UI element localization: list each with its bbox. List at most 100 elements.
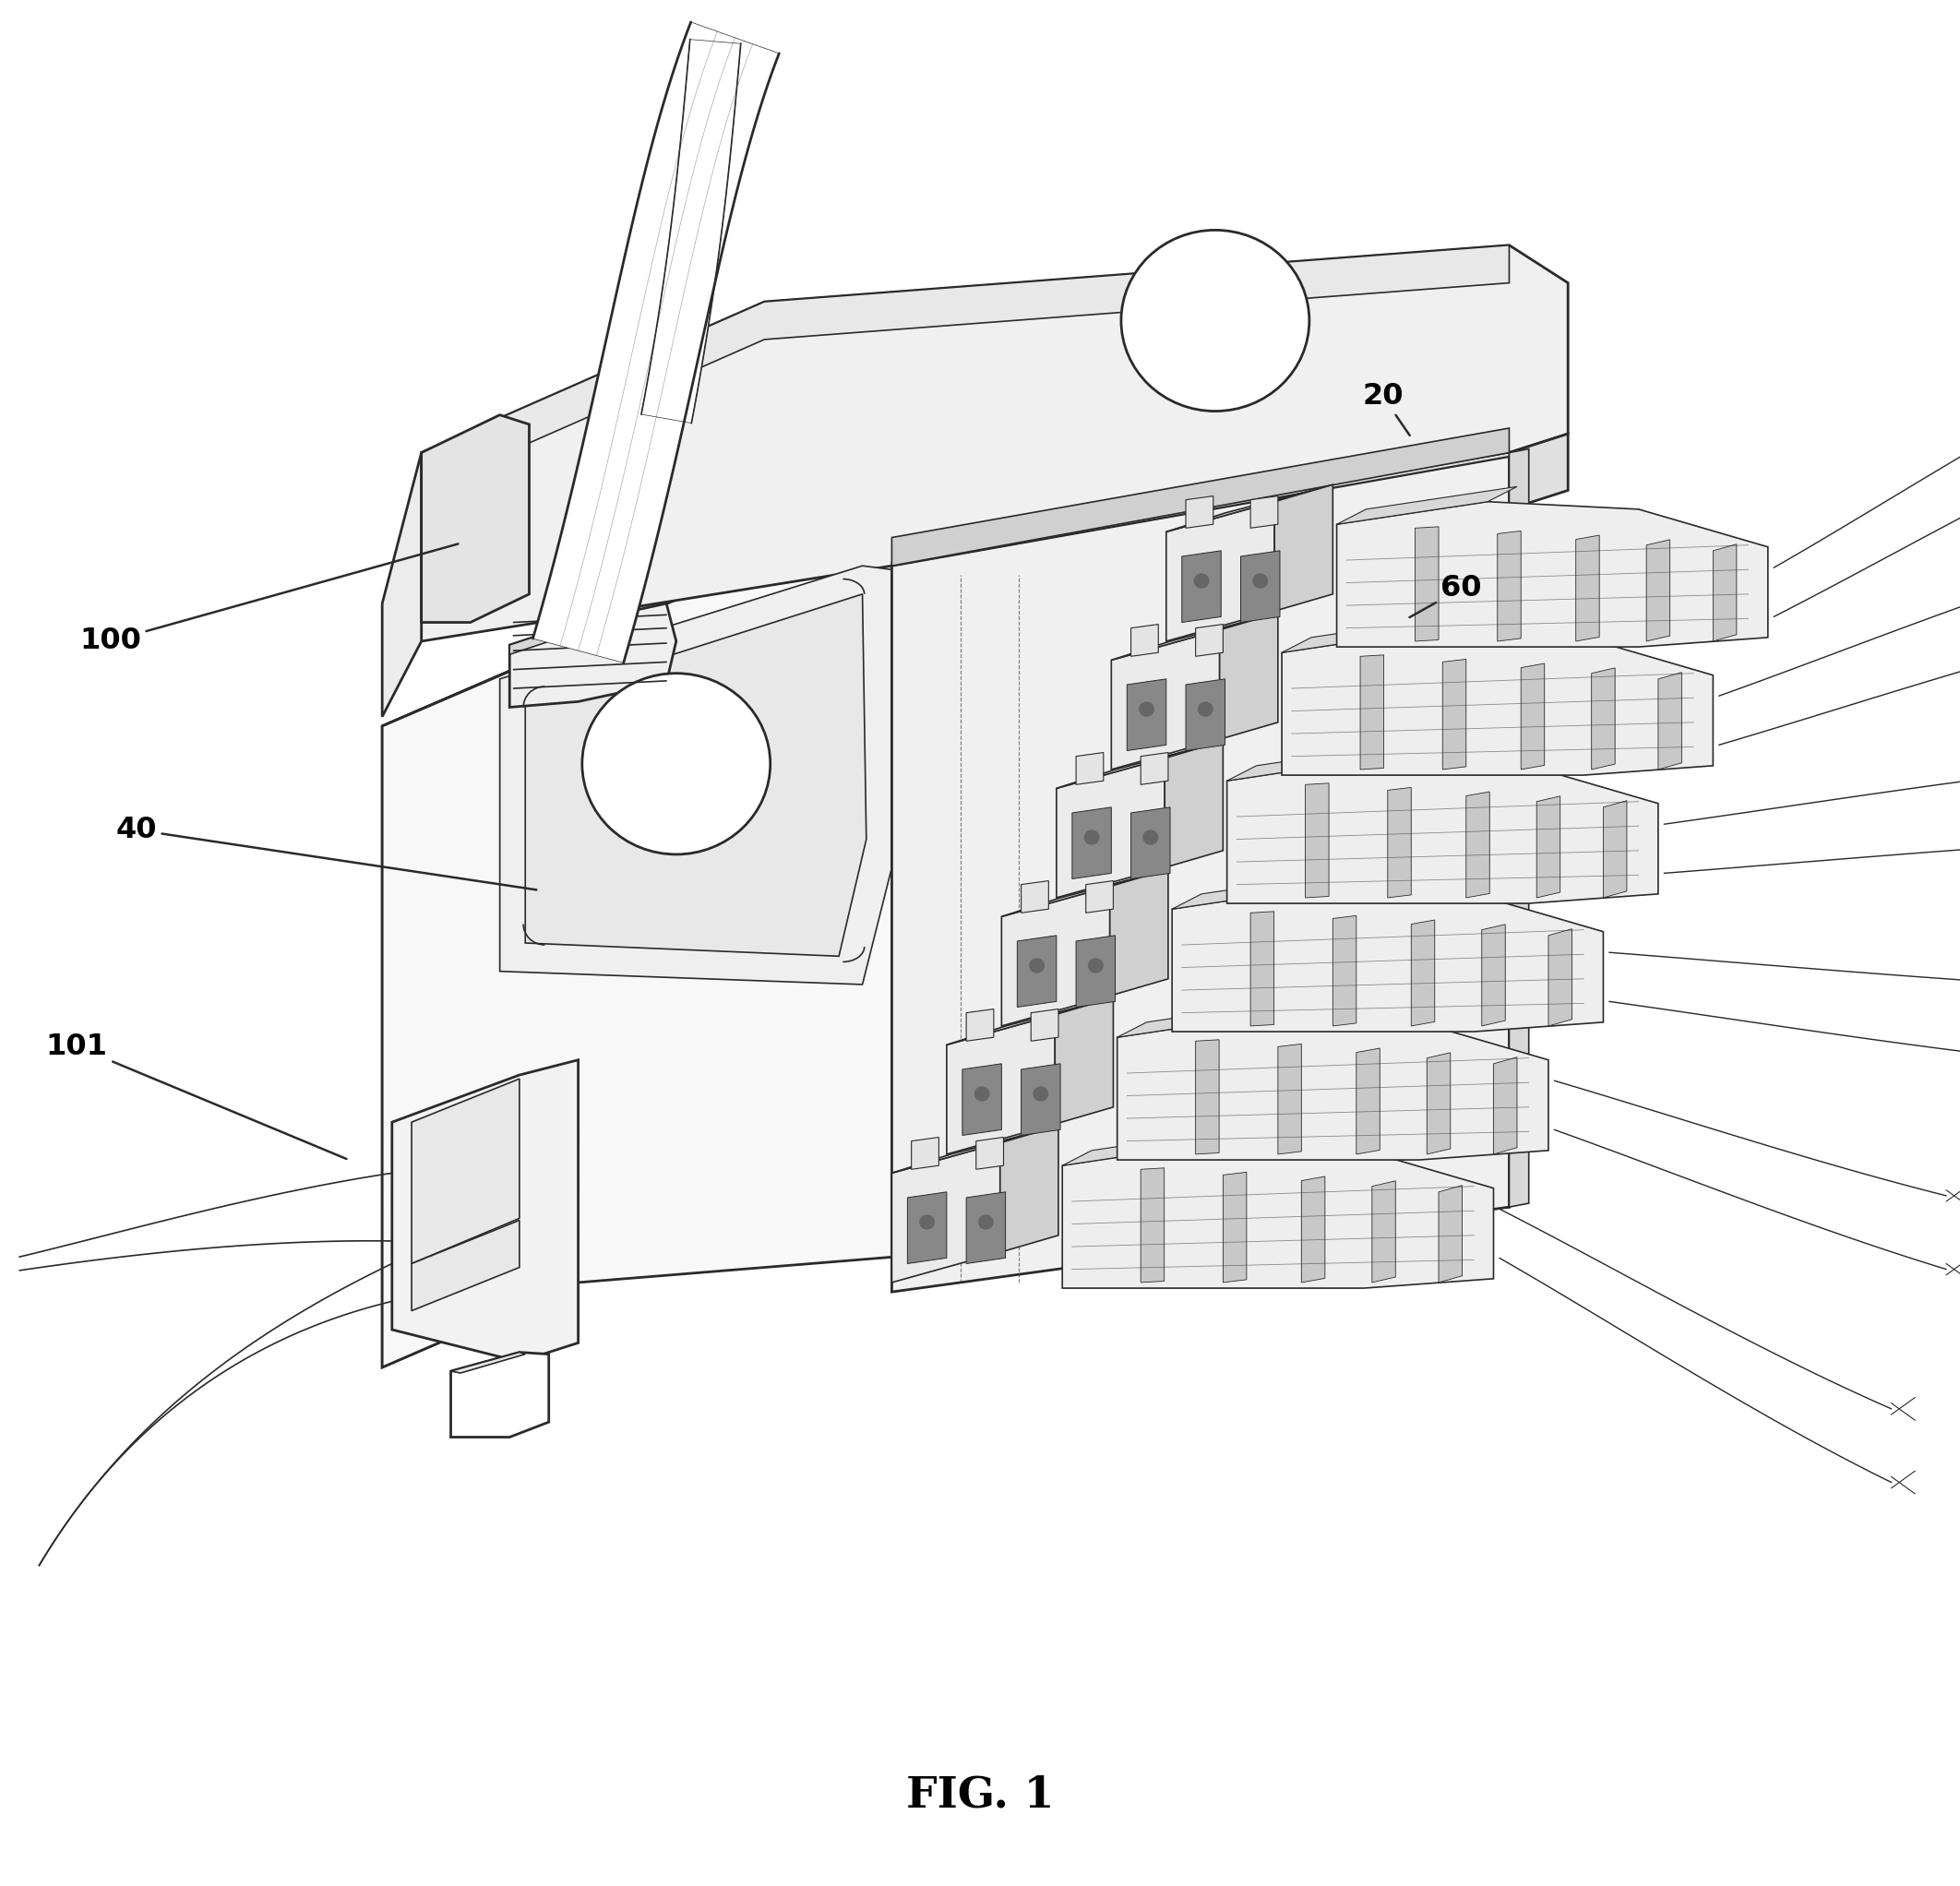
Circle shape (582, 673, 770, 854)
Polygon shape (382, 453, 421, 717)
Text: FIG. 1: FIG. 1 (906, 1775, 1054, 1816)
Polygon shape (1509, 449, 1529, 1207)
Polygon shape (976, 1137, 1004, 1169)
Polygon shape (1250, 496, 1278, 528)
Polygon shape (1021, 881, 1049, 913)
Circle shape (1121, 230, 1309, 411)
Polygon shape (641, 40, 741, 422)
Text: 40: 40 (116, 815, 537, 890)
Polygon shape (392, 1060, 578, 1362)
Polygon shape (1172, 886, 1603, 1032)
Polygon shape (392, 1226, 578, 1264)
Polygon shape (1056, 758, 1164, 898)
Polygon shape (1356, 1049, 1380, 1154)
Polygon shape (1521, 664, 1544, 769)
Polygon shape (1164, 741, 1223, 868)
Polygon shape (1076, 935, 1115, 1007)
Polygon shape (1415, 526, 1439, 641)
Polygon shape (1131, 624, 1158, 656)
Polygon shape (1427, 1052, 1450, 1154)
Text: 20: 20 (1362, 381, 1409, 436)
Polygon shape (1166, 502, 1274, 641)
Polygon shape (1466, 792, 1490, 898)
Polygon shape (907, 1192, 947, 1264)
Polygon shape (392, 1132, 578, 1166)
Polygon shape (1109, 869, 1168, 996)
Polygon shape (892, 453, 1509, 566)
Polygon shape (1021, 1064, 1060, 1135)
Polygon shape (1646, 539, 1670, 641)
Circle shape (1194, 573, 1209, 588)
Polygon shape (1509, 434, 1568, 509)
Polygon shape (1274, 485, 1333, 611)
Circle shape (1084, 830, 1100, 845)
Polygon shape (1072, 807, 1111, 879)
Circle shape (1198, 702, 1213, 717)
Polygon shape (1241, 551, 1280, 622)
Circle shape (1139, 702, 1154, 717)
Polygon shape (421, 415, 529, 622)
Polygon shape (892, 1126, 1058, 1173)
Polygon shape (1062, 1143, 1494, 1288)
Polygon shape (1086, 881, 1113, 913)
Circle shape (974, 1086, 990, 1101)
Polygon shape (1548, 930, 1572, 1026)
Circle shape (1143, 830, 1158, 845)
Polygon shape (1186, 496, 1213, 528)
Polygon shape (1166, 485, 1333, 532)
Polygon shape (1282, 615, 1462, 653)
Polygon shape (451, 1352, 525, 1373)
Polygon shape (1131, 807, 1170, 879)
Polygon shape (421, 245, 1568, 641)
Polygon shape (1337, 487, 1517, 524)
Polygon shape (1372, 1181, 1396, 1282)
Polygon shape (1603, 802, 1627, 898)
Polygon shape (1002, 886, 1109, 1026)
Polygon shape (1439, 1186, 1462, 1282)
Polygon shape (1333, 917, 1356, 1026)
Polygon shape (1658, 673, 1682, 769)
Polygon shape (1537, 796, 1560, 898)
Polygon shape (947, 1015, 1054, 1154)
Polygon shape (1713, 545, 1737, 641)
Polygon shape (966, 1192, 1005, 1264)
Polygon shape (1117, 1015, 1548, 1160)
Polygon shape (382, 453, 1509, 1367)
Polygon shape (966, 1009, 994, 1041)
Polygon shape (382, 641, 578, 1367)
Polygon shape (1196, 1039, 1219, 1154)
Polygon shape (533, 23, 780, 662)
Polygon shape (500, 566, 892, 984)
Circle shape (1033, 1086, 1049, 1101)
Polygon shape (1127, 679, 1166, 751)
Circle shape (1252, 573, 1268, 588)
Polygon shape (892, 1143, 1000, 1282)
Polygon shape (1360, 654, 1384, 769)
Polygon shape (412, 1079, 519, 1264)
Polygon shape (1411, 920, 1435, 1026)
Polygon shape (1031, 1009, 1058, 1041)
Polygon shape (412, 1220, 519, 1311)
Polygon shape (1227, 758, 1658, 903)
Polygon shape (1482, 924, 1505, 1026)
Polygon shape (1305, 783, 1329, 898)
Polygon shape (1388, 788, 1411, 898)
Polygon shape (1219, 613, 1278, 739)
Polygon shape (1497, 532, 1521, 641)
Polygon shape (1141, 753, 1168, 785)
Polygon shape (1017, 935, 1056, 1007)
Polygon shape (421, 245, 1509, 490)
Polygon shape (962, 1064, 1002, 1135)
Polygon shape (1337, 502, 1768, 647)
Polygon shape (911, 1137, 939, 1169)
Polygon shape (1141, 1167, 1164, 1282)
Polygon shape (1494, 1058, 1517, 1154)
Polygon shape (1250, 911, 1274, 1026)
Polygon shape (392, 1181, 578, 1215)
Polygon shape (1196, 624, 1223, 656)
Circle shape (919, 1215, 935, 1230)
Polygon shape (892, 456, 1509, 1292)
Polygon shape (1002, 869, 1168, 917)
Polygon shape (1117, 1000, 1298, 1037)
Text: 101: 101 (45, 1032, 347, 1158)
